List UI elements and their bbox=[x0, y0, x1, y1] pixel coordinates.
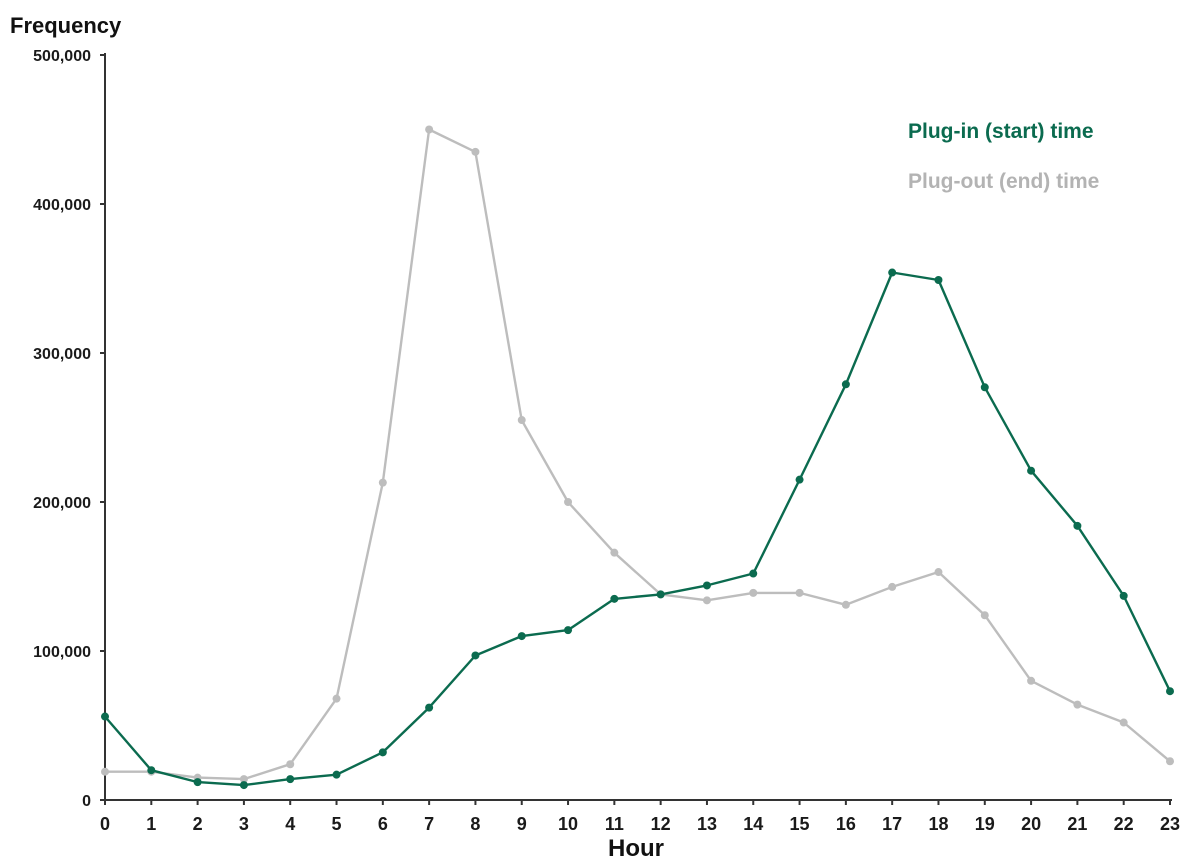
data-point bbox=[1073, 700, 1082, 709]
x-tick-label: 22 bbox=[1114, 814, 1134, 834]
data-point bbox=[888, 268, 897, 277]
x-tick-label: 5 bbox=[332, 814, 342, 834]
x-tick-label: 23 bbox=[1160, 814, 1180, 834]
x-tick-label: 18 bbox=[928, 814, 948, 834]
data-point bbox=[702, 581, 711, 590]
data-point bbox=[610, 548, 619, 557]
x-tick-label: 20 bbox=[1021, 814, 1041, 834]
x-tick-label: 10 bbox=[558, 814, 578, 834]
x-tick-label: 12 bbox=[651, 814, 671, 834]
x-tick-label: 13 bbox=[697, 814, 717, 834]
data-point bbox=[934, 568, 943, 577]
series-layer bbox=[101, 125, 1174, 790]
data-point bbox=[656, 590, 665, 599]
data-point bbox=[610, 594, 619, 603]
x-tick-label: 3 bbox=[239, 814, 249, 834]
data-point bbox=[471, 147, 480, 156]
x-tick-label: 4 bbox=[285, 814, 295, 834]
data-point bbox=[286, 775, 295, 784]
data-point bbox=[1027, 466, 1036, 475]
series-line bbox=[104, 271, 1172, 787]
x-tick-label: 21 bbox=[1067, 814, 1087, 834]
series-line bbox=[105, 128, 1171, 781]
x-tick-label: 9 bbox=[517, 814, 527, 834]
data-point bbox=[1119, 718, 1128, 727]
x-tick-label: 2 bbox=[193, 814, 203, 834]
x-axis-ticks: 0 1 2 3 4 5 6 7 8 9 10 11 12 13 14 15 16 17 18 19 20 21 22 23 bbox=[100, 800, 1180, 834]
data-point bbox=[425, 125, 434, 134]
data-point bbox=[378, 748, 387, 757]
data-point bbox=[332, 770, 341, 779]
data-point bbox=[1073, 521, 1082, 530]
x-tick-label: 14 bbox=[743, 814, 763, 834]
x-tick-label: 19 bbox=[975, 814, 995, 834]
x-axis-title: Hour bbox=[608, 835, 664, 861]
x-tick-label: 0 bbox=[100, 814, 110, 834]
x-tick-label: 6 bbox=[378, 814, 388, 834]
data-point bbox=[841, 600, 850, 609]
data-point bbox=[1027, 676, 1036, 685]
data-point bbox=[147, 766, 156, 775]
data-point bbox=[749, 588, 758, 597]
x-tick-label: 11 bbox=[605, 814, 624, 834]
data-point bbox=[517, 632, 526, 641]
data-point bbox=[702, 596, 711, 605]
y-tick-label: 0 bbox=[82, 793, 91, 810]
x-tick-label: 7 bbox=[424, 814, 434, 834]
x-tick-label: 16 bbox=[836, 814, 856, 834]
data-point bbox=[934, 275, 943, 284]
data-point bbox=[980, 383, 989, 392]
legend-entry: Plug-out (end) time bbox=[908, 170, 1099, 193]
data-point bbox=[239, 781, 248, 790]
x-tick-label: 15 bbox=[790, 814, 810, 834]
y-tick-label: 300,000 bbox=[33, 346, 91, 363]
data-point bbox=[1166, 757, 1174, 766]
data-point bbox=[101, 712, 109, 721]
legend-entry: Plug-in (start) time bbox=[908, 120, 1094, 143]
data-point bbox=[286, 760, 295, 769]
data-point bbox=[564, 498, 573, 506]
data-point bbox=[425, 703, 434, 712]
data-point bbox=[980, 611, 989, 620]
data-point bbox=[471, 651, 480, 660]
x-tick-label: 17 bbox=[882, 814, 902, 834]
series-1 bbox=[101, 125, 1174, 784]
data-point bbox=[795, 475, 804, 484]
data-point bbox=[564, 626, 573, 635]
y-tick-label: 500,000 bbox=[33, 48, 91, 65]
data-point bbox=[193, 778, 202, 787]
data-point bbox=[517, 416, 526, 425]
data-point bbox=[749, 569, 758, 578]
data-point bbox=[888, 582, 897, 591]
data-point bbox=[1119, 591, 1128, 600]
y-axis-title: Frequency bbox=[10, 13, 122, 38]
x-tick-label: 8 bbox=[470, 814, 480, 834]
legend: Plug-in (start) time Plug-out (end) time bbox=[908, 120, 1099, 193]
data-point bbox=[101, 767, 109, 776]
y-tick-label: 400,000 bbox=[33, 197, 91, 214]
data-point bbox=[378, 478, 387, 487]
data-point bbox=[1166, 687, 1174, 696]
data-point bbox=[795, 588, 804, 597]
data-point bbox=[239, 775, 248, 784]
y-tick-label: 200,000 bbox=[33, 495, 91, 512]
y-axis-ticks: 0 100,000 200,000 300,000 400,000 500,000 bbox=[33, 48, 105, 810]
y-tick-label: 100,000 bbox=[33, 644, 91, 661]
data-point bbox=[332, 694, 341, 703]
data-point bbox=[841, 380, 850, 389]
x-tick-label: 1 bbox=[146, 814, 156, 834]
series-0 bbox=[101, 268, 1174, 790]
